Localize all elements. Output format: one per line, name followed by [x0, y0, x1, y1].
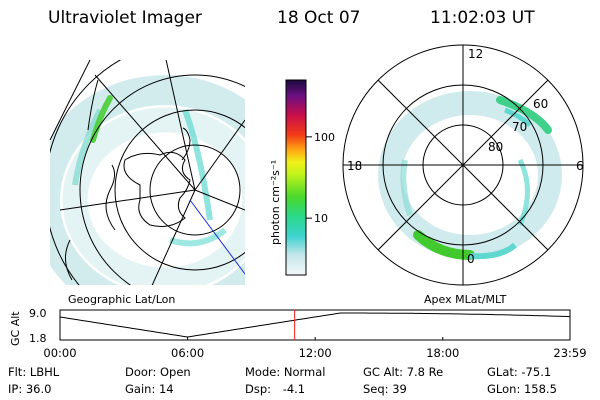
seq-value: 39 — [392, 382, 407, 396]
seq-info: Seq: 39 — [363, 382, 407, 396]
magnetic-polar-plot: 12 18 6 0 60 70 80 — [342, 44, 584, 286]
dsp-label: Dsp: — [245, 382, 272, 396]
geographic-map-label: Geographic Lat/Lon — [68, 293, 175, 306]
dsp-info: Dsp: -4.1 — [245, 382, 305, 396]
mlt-label-6: 6 — [576, 159, 584, 173]
mlt-label-12: 12 — [468, 47, 483, 61]
glon-info: GLon: 158.5 — [487, 382, 557, 396]
glon-label: GLon: — [487, 382, 521, 396]
mode-info: Mode: Normal — [245, 365, 325, 379]
lat-label-70: 70 — [512, 120, 527, 134]
filter-value: LBHL — [29, 365, 60, 379]
mode-label: Mode: — [245, 365, 281, 379]
gain-label: Gain: — [125, 382, 156, 396]
colorbar-tick-label-0: 100 — [314, 131, 335, 144]
gain-info: Gain: 14 — [125, 382, 174, 396]
altitude-ytick-high: 9.0 — [29, 307, 47, 320]
magnetic-map-label: Apex MLat/MLT — [424, 293, 507, 306]
colorbar-unit: photon cm⁻²s⁻¹ — [269, 160, 282, 245]
ip-label: IP: — [8, 382, 23, 396]
ip-info: IP: 36.0 — [8, 382, 51, 396]
altitude-x-tick-label-1: 06:00 — [171, 346, 204, 360]
colorbar: 100 10 photon cm⁻²s⁻¹ — [269, 79, 335, 276]
lat-label-60: 60 — [533, 97, 548, 111]
altitude-plot: 00:00 06:00 12:00 18:00 23:59 GC Alt 9.0 1.8 — [9, 307, 587, 360]
altitude-x-tick-label-2: 12:00 — [299, 346, 332, 360]
door-label: Door: — [125, 365, 157, 379]
altitude-x-tick-label-4: 23:59 — [553, 346, 586, 360]
gc-alt-info: GC Alt: 7.8 Re — [363, 365, 443, 379]
lat-label-80: 80 — [488, 140, 503, 154]
colorbar-tick-label-1: 10 — [314, 212, 328, 225]
altitude-curve — [59, 312, 571, 338]
mlt-label-18: 18 — [347, 159, 362, 173]
glat-value: -75.1 — [521, 365, 552, 379]
instrument-title: Ultraviolet Imager — [48, 8, 202, 28]
altitude-x-tick-label-0: 00:00 — [43, 346, 76, 360]
ip-value: 36.0 — [25, 382, 52, 396]
gain-value: 14 — [158, 382, 174, 396]
gc-alt-label: GC Alt: — [363, 365, 404, 379]
altitude-ytick-low: 1.8 — [29, 332, 47, 345]
altitude-x-ticks: 00:00 06:00 12:00 18:00 23:59 — [43, 337, 587, 360]
door-info: Door: Open — [125, 365, 191, 379]
altitude-x-tick-label-3: 18:00 — [426, 346, 459, 360]
mlt-label-0: 0 — [467, 252, 475, 266]
date-label: 18 Oct 07 — [277, 8, 361, 28]
filter-label: Flt: — [8, 365, 27, 379]
gc-alt-value: 7.8 Re — [406, 365, 444, 379]
glat-info: GLat: -75.1 — [487, 365, 551, 379]
glat-label: GLat: — [487, 365, 518, 379]
glon-value: 158.5 — [523, 382, 557, 396]
filter-info: Flt: LBHL — [8, 365, 59, 379]
seq-label: Seq: — [363, 382, 389, 396]
door-value: Open — [159, 365, 191, 379]
altitude-ylabel: GC Alt — [9, 311, 22, 346]
time-label: 11:02:03 UT — [430, 8, 535, 28]
geographic-map — [49, 59, 245, 285]
mode-value: Normal — [283, 365, 326, 379]
dsp-value: -4.1 — [282, 382, 306, 396]
colorbar-ticks: 100 10 — [306, 131, 335, 225]
